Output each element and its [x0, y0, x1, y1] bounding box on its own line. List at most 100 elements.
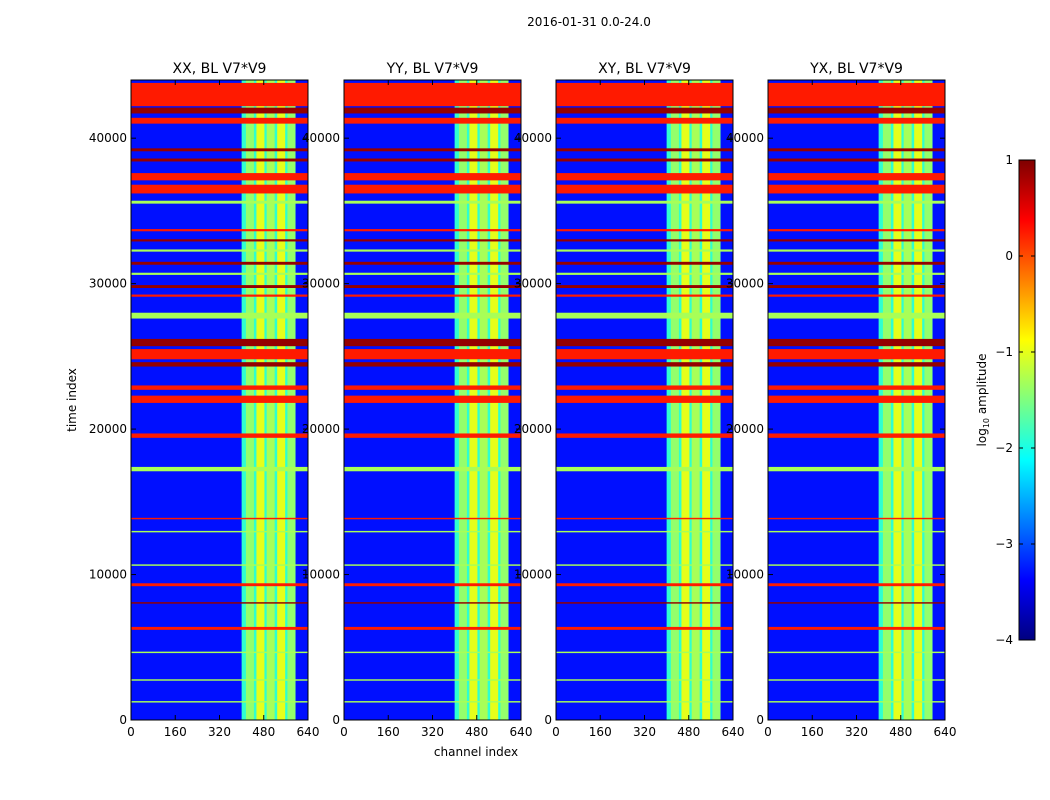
time-band [344, 173, 521, 181]
colorbar-label-suffix: amplitude [975, 354, 989, 418]
time-band [344, 82, 521, 107]
time-band [556, 312, 733, 319]
time-band [556, 249, 733, 252]
y-tick-label: 40000 [726, 131, 764, 145]
panels-group: XX, BL V7*V9 0 160 320 480 640 0 10000 20000 3000… [89, 61, 957, 739]
time-band [131, 466, 308, 472]
time-band [556, 385, 733, 390]
y-tick-label: 10000 [302, 568, 340, 582]
time-band [344, 249, 521, 252]
time-band [344, 261, 521, 265]
time-band [556, 200, 733, 204]
panel-2: XY, BL V7*V9 0 160 320 480 640 0 10000 20000 3000… [514, 61, 745, 739]
colorbar-label-prefix: log [975, 428, 989, 446]
time-band [556, 173, 733, 181]
time-band [556, 679, 733, 681]
y-tick-label: 30000 [302, 277, 340, 291]
time-band [344, 701, 521, 703]
x-tick-label: 640 [934, 725, 957, 739]
time-band [131, 148, 308, 152]
time-band [768, 294, 945, 297]
time-band [556, 261, 733, 265]
colorbar-label-sub: 10 [982, 418, 991, 428]
y-tick-label: 10000 [726, 568, 764, 582]
time-band [556, 349, 733, 360]
time-band [344, 564, 521, 566]
y-tick-label: 10000 [89, 568, 127, 582]
time-band [556, 148, 733, 152]
y-tick-label: 20000 [514, 422, 552, 436]
x-tick-label: 160 [589, 725, 612, 739]
time-band [131, 117, 308, 124]
colorbar-label: log10 amplitude [975, 354, 991, 447]
time-band [131, 349, 308, 360]
x-tick-label: 0 [340, 725, 348, 739]
time-band [556, 583, 733, 587]
time-band [768, 200, 945, 204]
x-tick-label: 480 [889, 725, 912, 739]
time-band [556, 117, 733, 124]
time-band [768, 249, 945, 252]
time-band [768, 530, 945, 533]
colorbar-ticks: 1 0 −1 −2 −3 −4 [995, 153, 1035, 647]
time-band [768, 272, 945, 275]
x-tick-label: 480 [252, 725, 275, 739]
time-band [768, 107, 945, 114]
x-tick-label: 320 [208, 725, 231, 739]
panel-title: XY, BL V7*V9 [598, 61, 691, 77]
time-band [131, 433, 308, 438]
panel-title: YY, BL V7*V9 [386, 61, 479, 77]
time-band [556, 285, 733, 288]
x-tick-label: 320 [633, 725, 656, 739]
time-band [131, 229, 308, 232]
time-band [344, 583, 521, 587]
time-band [344, 294, 521, 297]
time-band [556, 466, 733, 472]
time-band [131, 701, 308, 703]
time-band [131, 173, 308, 181]
time-band [131, 362, 308, 367]
time-band [344, 385, 521, 390]
time-band [131, 517, 308, 520]
time-band [768, 626, 945, 630]
time-band [556, 239, 733, 242]
x-tick-label: 640 [297, 725, 320, 739]
time-band [556, 651, 733, 654]
x-tick-label: 160 [377, 725, 400, 739]
time-band [344, 349, 521, 360]
time-band [556, 530, 733, 533]
time-band [344, 395, 521, 403]
x-tick-label: 640 [510, 725, 533, 739]
y-tick-label: 30000 [89, 277, 127, 291]
time-band [344, 433, 521, 438]
time-band [768, 261, 945, 265]
time-band [131, 261, 308, 265]
y-tick-label: 30000 [726, 277, 764, 291]
y-tick-label: 0 [119, 713, 127, 727]
colorbar-gradient [1018, 159, 1036, 641]
time-band [768, 338, 945, 347]
colorbar: 10−1−2−3−4 log10 amplitude [975, 153, 1036, 647]
colorbar-tick-label: −3 [995, 537, 1013, 551]
time-band [768, 385, 945, 390]
time-band [344, 517, 521, 520]
time-band [556, 701, 733, 703]
time-band [556, 294, 733, 297]
time-band [768, 148, 945, 152]
time-band [768, 433, 945, 438]
time-band [556, 229, 733, 232]
time-band [131, 530, 308, 533]
time-band [131, 107, 308, 114]
time-band [344, 626, 521, 630]
time-band [344, 338, 521, 347]
panel-title: XX, BL V7*V9 [173, 61, 267, 77]
time-band [556, 602, 733, 604]
x-tick-label: 0 [127, 725, 135, 739]
time-band [131, 200, 308, 204]
panel-title: YX, BL V7*V9 [809, 61, 903, 77]
time-band [344, 651, 521, 654]
time-band [131, 338, 308, 347]
y-tick-label: 20000 [89, 422, 127, 436]
y-tick-label: 10000 [514, 568, 552, 582]
